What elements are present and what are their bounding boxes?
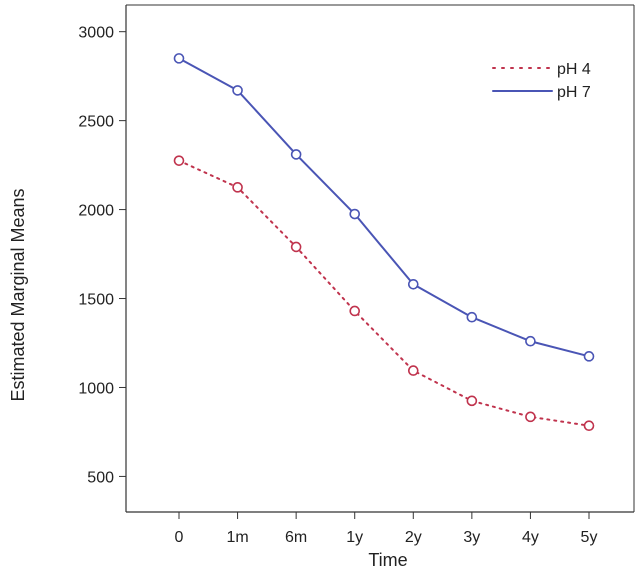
axes: 500 1000 1500 2000 2500 3000 0 1m 6m 1y 2y 3y 4y 5y [78, 4, 635, 546]
legend-label-ph-7: pH 7 [557, 84, 591, 101]
series-layer [173, 53, 595, 432]
data-point-ph-4 [173, 155, 185, 166]
data-point-ph-4 [290, 241, 302, 253]
data-point-ph-7 [466, 311, 478, 323]
data-point-ph-4 [525, 411, 536, 423]
x-tick-label: 0 [175, 529, 184, 546]
y-tick-label: 2500 [78, 114, 114, 131]
x-tick-label: 1y [346, 529, 363, 546]
y-tick-label: 3000 [78, 25, 114, 42]
data-point-ph-7 [525, 335, 536, 347]
data-point-ph-7 [583, 351, 595, 362]
y-tick-label: 1000 [78, 380, 114, 397]
legend: pH 4 pH 7 [492, 61, 591, 101]
data-point-ph-7 [349, 208, 361, 220]
x-tick-label: 6m [285, 529, 307, 546]
data-point-ph-7 [290, 149, 302, 160]
y-tick-label: 1500 [78, 292, 114, 309]
x-axis-title: Time [368, 550, 407, 570]
data-point-ph-4 [583, 420, 595, 432]
data-point-ph-4 [232, 182, 243, 193]
y-tick-label: 500 [87, 469, 114, 486]
series-line-ph-4 [178, 159, 590, 427]
x-tick-label: 4y [522, 529, 539, 546]
data-point-ph-4 [466, 395, 478, 407]
data-point-ph-7 [173, 53, 185, 64]
data-point-ph-4 [407, 365, 419, 376]
data-point-ph-7 [407, 278, 419, 290]
legend-label-ph-4: pH 4 [557, 61, 591, 78]
x-tick-label: 2y [405, 529, 422, 546]
data-point-ph-4 [349, 305, 361, 317]
y-axis-title: Estimated Marginal Means [8, 188, 28, 401]
x-tick-label: 5y [581, 529, 598, 546]
y-tick-label: 2000 [78, 203, 114, 220]
x-tick-label: 1m [226, 529, 248, 546]
series-line-ph-7 [178, 57, 590, 358]
data-point-ph-7 [232, 85, 243, 96]
x-tick-label: 3y [463, 529, 480, 546]
